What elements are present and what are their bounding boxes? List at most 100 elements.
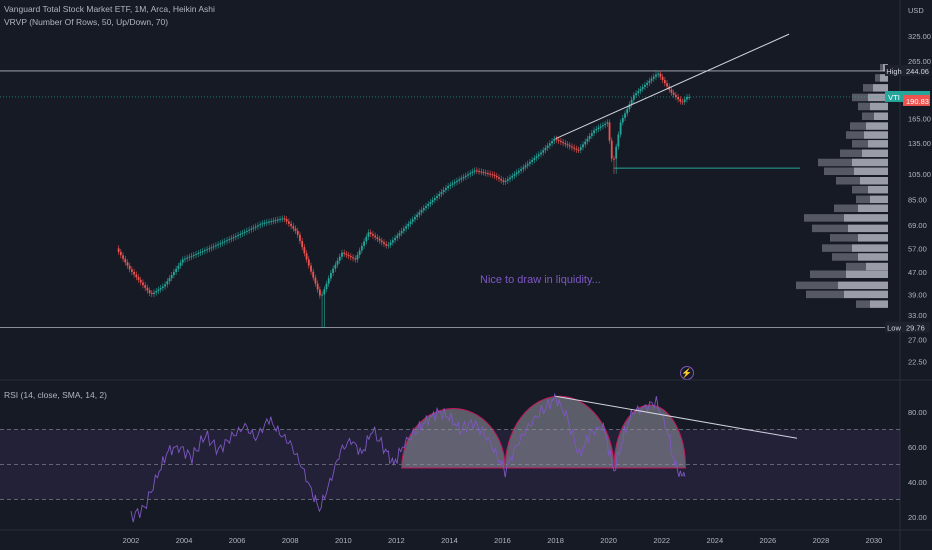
- candle: [321, 294, 323, 296]
- candle: [604, 123, 607, 126]
- candle: [686, 97, 688, 100]
- candle: [358, 250, 361, 255]
- candle: [602, 125, 604, 127]
- candle: [299, 234, 301, 241]
- candle: [367, 232, 370, 237]
- candle: [396, 235, 399, 238]
- candle: [420, 210, 423, 213]
- candle: [137, 277, 140, 280]
- high-value-tag: [903, 64, 930, 76]
- candle: [369, 232, 372, 234]
- candle: [458, 179, 461, 181]
- candle: [363, 241, 365, 246]
- volume-profile-bar-up: [858, 204, 888, 213]
- candle: [356, 254, 359, 260]
- candle: [301, 240, 304, 248]
- candle: [588, 135, 591, 139]
- candle: [670, 89, 673, 93]
- candle: [462, 176, 465, 179]
- candle: [323, 289, 326, 295]
- candle: [345, 253, 348, 255]
- candle: [537, 154, 540, 157]
- candle: [606, 122, 609, 124]
- candle: [529, 161, 531, 164]
- candle: [688, 97, 691, 99]
- candle: [595, 128, 598, 131]
- candle: [281, 218, 284, 220]
- candle: [482, 172, 485, 174]
- candle: [383, 242, 385, 244]
- candle: [288, 221, 290, 224]
- candle: [161, 286, 164, 288]
- volume-profile-bar-up: [844, 214, 888, 222]
- candle: [442, 190, 445, 193]
- candle: [500, 178, 503, 181]
- candle: [334, 264, 337, 269]
- candle: [637, 91, 640, 94]
- candle: [330, 272, 332, 279]
- candle: [257, 225, 259, 227]
- volume-profile-bar-down: [850, 122, 866, 130]
- candle: [608, 122, 611, 141]
- candle: [117, 248, 120, 252]
- volume-profile-bar-down: [856, 300, 870, 308]
- candle: [310, 265, 312, 272]
- candle: [575, 148, 578, 150]
- candle: [268, 221, 270, 223]
- candle: [259, 224, 262, 226]
- candle: [506, 179, 509, 181]
- time-tick-label: 2026: [760, 536, 777, 545]
- candle: [445, 188, 447, 191]
- high-value-label: 244.06: [906, 67, 929, 76]
- candle: [157, 289, 160, 292]
- rsi-tick-label: 40.00: [908, 478, 927, 487]
- candle: [440, 192, 443, 195]
- volume-profile-bar-up: [866, 262, 888, 271]
- candle: [254, 226, 257, 228]
- candle: [411, 219, 414, 222]
- candle: [517, 170, 520, 173]
- candle: [409, 221, 412, 224]
- candle: [352, 257, 354, 259]
- candle: [661, 76, 664, 81]
- candle: [230, 238, 233, 240]
- volume-profile-bar-down: [812, 224, 848, 233]
- low-value-label: 29.76: [906, 324, 925, 333]
- candle: [195, 253, 197, 255]
- candle: [619, 122, 622, 135]
- price-tick-label: 33.00: [908, 311, 927, 320]
- candle: [338, 256, 341, 261]
- candle: [177, 265, 180, 269]
- volume-profile-bar-down: [852, 185, 868, 194]
- candle: [652, 76, 655, 79]
- candle: [641, 86, 644, 90]
- volume-profile-bar-down: [832, 253, 858, 261]
- candle: [626, 108, 629, 114]
- candle: [402, 228, 405, 231]
- candle: [464, 175, 467, 177]
- prev-value-label: 190.83: [906, 97, 929, 106]
- chart-title: Vanguard Total Stock Market ETF, 1M, Arc…: [4, 4, 215, 14]
- time-tick-label: 2006: [229, 536, 246, 545]
- candle: [650, 78, 653, 81]
- candle: [632, 95, 635, 100]
- candle: [252, 227, 255, 229]
- volume-profile-bar-up: [862, 149, 888, 158]
- candle: [672, 92, 675, 95]
- candle: [261, 223, 264, 225]
- candle: [460, 178, 463, 180]
- candle: [659, 73, 662, 77]
- volume-profile-bar-down: [834, 204, 858, 213]
- liquidity-annotation: Nice to draw in liquidity...: [480, 274, 601, 286]
- candle: [548, 143, 551, 146]
- candle: [551, 141, 553, 144]
- volume-profile-bar-down: [852, 140, 868, 148]
- candle: [559, 140, 562, 143]
- candle: [190, 255, 193, 257]
- candle: [166, 281, 169, 285]
- candle: [555, 138, 558, 140]
- currency-label: USD: [908, 6, 924, 15]
- candle: [343, 252, 346, 254]
- candle: [613, 158, 615, 160]
